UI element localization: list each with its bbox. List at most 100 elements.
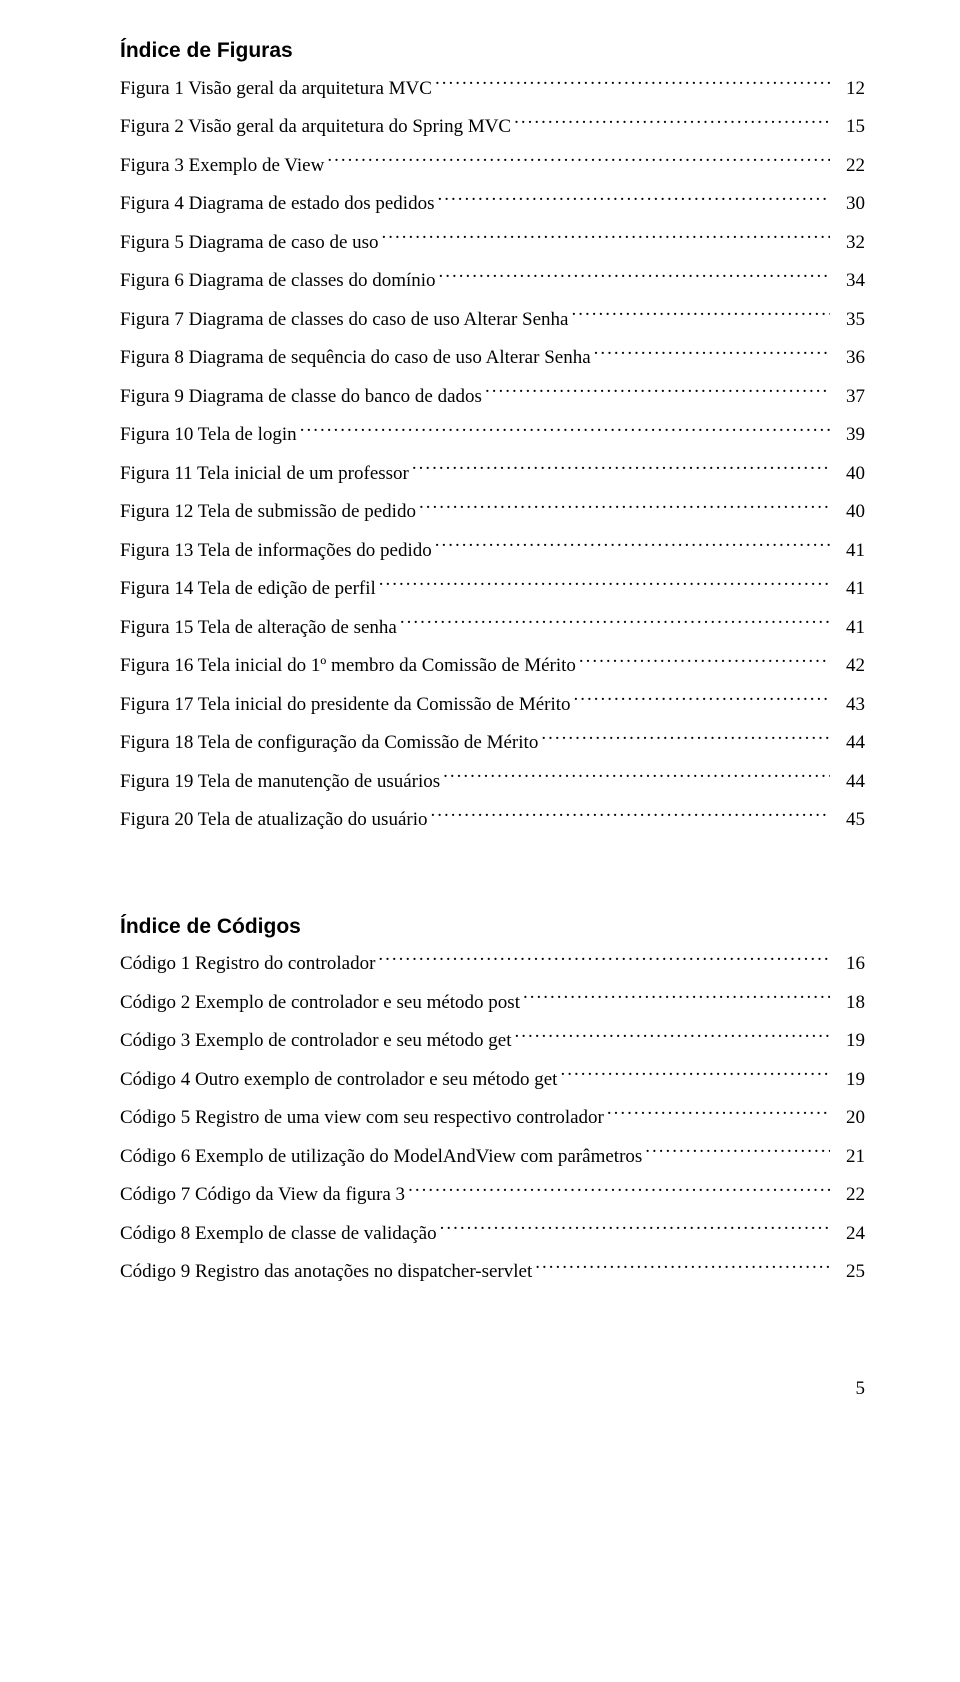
toc-page: 44 <box>833 729 865 758</box>
toc-row: Figura 5 Diagrama de caso de uso 32 <box>120 229 865 258</box>
toc-leader <box>379 575 830 594</box>
toc-row: Figura 13 Tela de informações do pedido4… <box>120 537 865 566</box>
toc-row: Figura 1 Visão geral da arquitetura MVC 1… <box>120 75 865 104</box>
toc-page: 25 <box>833 1258 865 1287</box>
toc-leader <box>571 306 830 325</box>
toc-leader <box>541 729 830 748</box>
toc-row: Figura 10 Tela de login39 <box>120 421 865 450</box>
toc-leader <box>408 1181 830 1200</box>
toc-row: Figura 19 Tela de manutenção de usuários… <box>120 768 865 797</box>
figures-index-heading: Índice de Figuras <box>120 35 865 67</box>
toc-leader <box>523 989 830 1008</box>
toc-row: Código 9 Registro das anotações no dispa… <box>120 1258 865 1287</box>
toc-row: Figura 9 Diagrama de classe do banco de … <box>120 383 865 412</box>
toc-page: 21 <box>833 1143 865 1172</box>
toc-title: Código 3 Exemplo de controlador e seu mé… <box>120 1027 512 1056</box>
toc-title: Código 5 Registro de uma view com seu re… <box>120 1104 604 1133</box>
toc-page: 37 <box>833 383 865 412</box>
toc-row: Figura 17 Tela inicial do presidente da … <box>120 691 865 720</box>
toc-page: 15 <box>833 113 865 142</box>
toc-title: Figura 17 Tela inicial do presidente da … <box>120 691 571 720</box>
toc-leader <box>535 1258 830 1277</box>
toc-page: 44 <box>833 768 865 797</box>
toc-title: Figura 6 Diagrama de classes do domínio <box>120 267 436 296</box>
toc-row: Figura 7 Diagrama de classes do caso de … <box>120 306 865 335</box>
toc-page: 41 <box>833 575 865 604</box>
toc-page: 30 <box>833 190 865 219</box>
toc-row: Código 1 Registro do controlador16 <box>120 950 865 979</box>
toc-page: 19 <box>833 1027 865 1056</box>
toc-title: Código 7 Código da View da figura 3 <box>120 1181 405 1210</box>
toc-page: 22 <box>833 1181 865 1210</box>
toc-page: 40 <box>833 498 865 527</box>
toc-leader <box>412 460 830 479</box>
toc-leader <box>574 691 830 710</box>
toc-title: Código 1 Registro do controlador <box>120 950 375 979</box>
toc-title: Código 2 Exemplo de controlador e seu mé… <box>120 989 520 1018</box>
toc-page: 12 <box>833 75 865 104</box>
toc-row: Figura 8 Diagrama de sequência do caso d… <box>120 344 865 373</box>
toc-page: 32 <box>833 229 865 258</box>
toc-row: Figura 6 Diagrama de classes do domínio 3… <box>120 267 865 296</box>
toc-leader <box>514 113 830 132</box>
toc-row: Figura 20 Tela de atualização do usuário… <box>120 806 865 835</box>
toc-page: 36 <box>833 344 865 373</box>
toc-title: Figura 14 Tela de edição de perfil <box>120 575 376 604</box>
toc-title: Figura 19 Tela de manutenção de usuários <box>120 768 440 797</box>
toc-row: Figura 15 Tela de alteração de senha41 <box>120 614 865 643</box>
toc-title: Figura 12 Tela de submissão de pedido <box>120 498 416 527</box>
toc-row: Figura 3 Exemplo de View 22 <box>120 152 865 181</box>
toc-row: Figura 4 Diagrama de estado dos pedidos 3… <box>120 190 865 219</box>
toc-row: Código 3 Exemplo de controlador e seu mé… <box>120 1027 865 1056</box>
toc-row: Código 6 Exemplo de utilização do ModelA… <box>120 1143 865 1172</box>
toc-title: Figura 5 Diagrama de caso de uso <box>120 229 379 258</box>
codes-index-heading: Índice de Códigos <box>120 911 865 943</box>
toc-row: Código 8 Exemplo de classe de validação 2… <box>120 1220 865 1249</box>
toc-leader <box>419 498 830 517</box>
toc-title: Figura 8 Diagrama de sequência do caso d… <box>120 344 591 373</box>
toc-page: 41 <box>833 537 865 566</box>
toc-leader <box>515 1027 830 1046</box>
toc-leader <box>378 950 830 969</box>
toc-title: Código 8 Exemplo de classe de validação <box>120 1220 437 1249</box>
toc-title: Figura 2 Visão geral da arquitetura do S… <box>120 113 511 142</box>
toc-leader <box>435 75 830 94</box>
toc-row: Figura 2 Visão geral da arquitetura do S… <box>120 113 865 142</box>
toc-row: Código 7 Código da View da figura 3 22 <box>120 1181 865 1210</box>
toc-page: 18 <box>833 989 865 1018</box>
toc-page: 24 <box>833 1220 865 1249</box>
toc-leader <box>382 229 830 248</box>
toc-leader <box>435 537 830 556</box>
figures-toc-list: Figura 1 Visão geral da arquitetura MVC 1… <box>120 75 865 835</box>
codes-toc-list: Código 1 Registro do controlador16 Códig… <box>120 950 865 1287</box>
toc-page: 34 <box>833 267 865 296</box>
toc-row: Figura 11 Tela inicial de um professor 40 <box>120 460 865 489</box>
toc-leader <box>607 1104 830 1123</box>
toc-page: 45 <box>833 806 865 835</box>
toc-leader <box>327 152 830 171</box>
toc-title: Figura 11 Tela inicial de um professor <box>120 460 409 489</box>
toc-leader <box>400 614 830 633</box>
toc-title: Figura 1 Visão geral da arquitetura MVC <box>120 75 432 104</box>
toc-title: Figura 10 Tela de login <box>120 421 297 450</box>
toc-leader <box>443 768 830 787</box>
toc-leader <box>594 344 830 363</box>
toc-row: Código 2 Exemplo de controlador e seu mé… <box>120 989 865 1018</box>
toc-title: Figura 20 Tela de atualização do usuário <box>120 806 428 835</box>
toc-row: Figura 18 Tela de configuração da Comiss… <box>120 729 865 758</box>
toc-title: Código 4 Outro exemplo de controlador e … <box>120 1066 557 1095</box>
toc-title: Código 9 Registro das anotações no dispa… <box>120 1258 532 1287</box>
toc-row: Código 5 Registro de uma view com seu re… <box>120 1104 865 1133</box>
toc-page: 40 <box>833 460 865 489</box>
toc-title: Figura 16 Tela inicial do 1º membro da C… <box>120 652 576 681</box>
toc-leader <box>579 652 830 671</box>
toc-leader <box>300 421 830 440</box>
toc-leader <box>485 383 830 402</box>
toc-title: Figura 3 Exemplo de View <box>120 152 324 181</box>
toc-page: 22 <box>833 152 865 181</box>
toc-title: Figura 4 Diagrama de estado dos pedidos <box>120 190 434 219</box>
toc-page: 35 <box>833 306 865 335</box>
page-number: 5 <box>120 1375 865 1404</box>
toc-title: Figura 15 Tela de alteração de senha <box>120 614 397 643</box>
toc-leader <box>439 267 830 286</box>
